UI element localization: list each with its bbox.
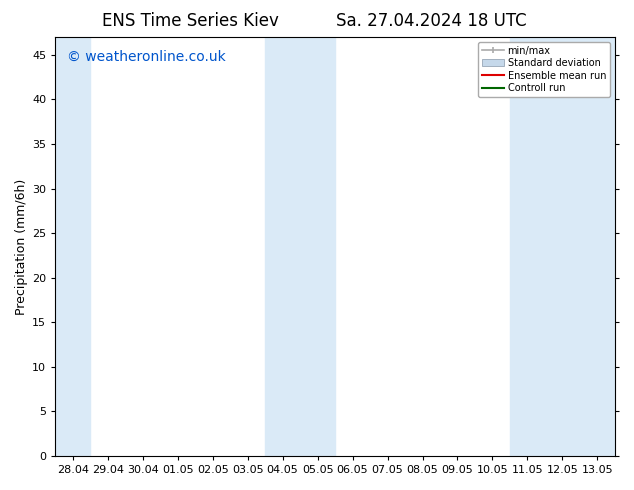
Legend: min/max, Standard deviation, Ensemble mean run, Controll run: min/max, Standard deviation, Ensemble me… (479, 42, 610, 97)
Y-axis label: Precipitation (mm/6h): Precipitation (mm/6h) (15, 178, 28, 315)
Bar (510, 37, 615, 456)
Bar (265, 37, 335, 456)
Text: © weatheronline.co.uk: © weatheronline.co.uk (67, 49, 225, 64)
Text: ENS Time Series Kiev: ENS Time Series Kiev (102, 12, 278, 30)
Bar (55, 37, 90, 456)
Text: Sa. 27.04.2024 18 UTC: Sa. 27.04.2024 18 UTC (336, 12, 526, 30)
